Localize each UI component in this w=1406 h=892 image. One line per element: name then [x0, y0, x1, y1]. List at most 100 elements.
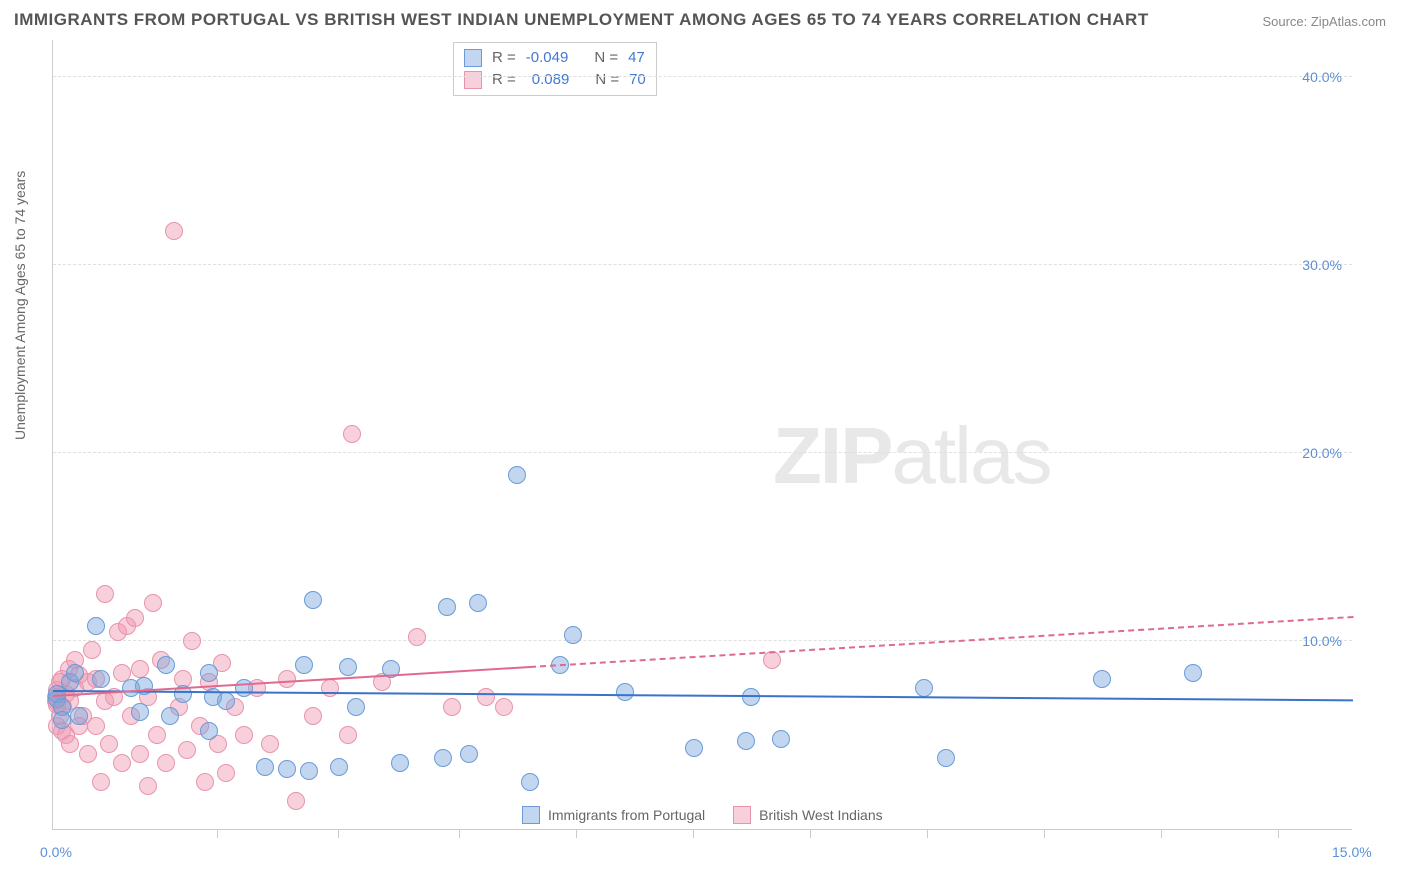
- data-point: [126, 609, 144, 627]
- data-point: [87, 617, 105, 635]
- watermark: ZIPatlas: [773, 410, 1050, 502]
- data-point: [61, 735, 79, 753]
- y-tick-label: 40.0%: [1302, 69, 1342, 85]
- data-point: [564, 626, 582, 644]
- data-point: [256, 758, 274, 776]
- gridline: [53, 640, 1352, 641]
- data-point: [772, 730, 790, 748]
- data-point: [347, 698, 365, 716]
- x-tick-mark: [810, 830, 811, 838]
- data-point: [87, 717, 105, 735]
- data-point: [161, 707, 179, 725]
- data-point: [53, 711, 71, 729]
- data-point: [1184, 664, 1202, 682]
- chart-title: IMMIGRANTS FROM PORTUGAL VS BRITISH WEST…: [14, 10, 1149, 30]
- data-point: [295, 656, 313, 674]
- data-point: [235, 679, 253, 697]
- x-tick-mark: [1278, 830, 1279, 838]
- data-point: [131, 745, 149, 763]
- data-point: [139, 777, 157, 795]
- data-point: [66, 664, 84, 682]
- data-point: [460, 745, 478, 763]
- data-point: [217, 692, 235, 710]
- data-point: [96, 585, 114, 603]
- x-tick-label: 0.0%: [40, 844, 72, 860]
- data-point: [278, 760, 296, 778]
- source-attribution: Source: ZipAtlas.com: [1262, 14, 1386, 29]
- x-tick-mark: [927, 830, 928, 838]
- swatch-series-1: [464, 49, 482, 67]
- data-point: [183, 632, 201, 650]
- data-point: [343, 425, 361, 443]
- legend-item-1: Immigrants from Portugal: [522, 806, 705, 824]
- data-point: [469, 594, 487, 612]
- correlation-legend-box: R = -0.049 N = 47 R = 0.089 N = 70: [453, 42, 657, 96]
- data-point: [330, 758, 348, 776]
- legend-bottom: Immigrants from Portugal British West In…: [522, 806, 883, 824]
- data-point: [287, 792, 305, 810]
- x-tick-mark: [1161, 830, 1162, 838]
- data-point: [235, 726, 253, 744]
- data-point: [196, 773, 214, 791]
- x-tick-mark: [1044, 830, 1045, 838]
- chart-area: ZIPatlas R = -0.049 N = 47 R = 0.089 N =…: [52, 40, 1352, 830]
- x-tick-label: 15.0%: [1332, 844, 1372, 860]
- data-point: [321, 679, 339, 697]
- data-point: [1093, 670, 1111, 688]
- data-point: [157, 754, 175, 772]
- data-point: [742, 688, 760, 706]
- data-point: [508, 466, 526, 484]
- legend-label-2: British West Indians: [759, 807, 882, 823]
- correlation-row-1: R = -0.049 N = 47: [464, 47, 646, 69]
- swatch-series-2-icon: [733, 806, 751, 824]
- data-point: [737, 732, 755, 750]
- data-point: [304, 707, 322, 725]
- y-axis-label: Unemployment Among Ages 65 to 74 years: [12, 171, 28, 440]
- data-point: [148, 726, 166, 744]
- data-point: [443, 698, 461, 716]
- data-point: [339, 658, 357, 676]
- data-point: [300, 762, 318, 780]
- data-point: [937, 749, 955, 767]
- data-point: [92, 670, 110, 688]
- data-point: [200, 722, 218, 740]
- data-point: [391, 754, 409, 772]
- data-point: [495, 698, 513, 716]
- data-point: [157, 656, 175, 674]
- legend-label-1: Immigrants from Portugal: [548, 807, 705, 823]
- data-point: [434, 749, 452, 767]
- legend-item-2: British West Indians: [733, 806, 882, 824]
- plot-region: ZIPatlas R = -0.049 N = 47 R = 0.089 N =…: [52, 40, 1352, 830]
- data-point: [217, 764, 235, 782]
- data-point: [70, 707, 88, 725]
- y-tick-label: 30.0%: [1302, 257, 1342, 273]
- x-tick-mark: [338, 830, 339, 838]
- y-tick-label: 10.0%: [1302, 633, 1342, 649]
- data-point: [685, 739, 703, 757]
- gridline: [53, 76, 1352, 77]
- data-point: [616, 683, 634, 701]
- data-point: [131, 660, 149, 678]
- data-point: [261, 735, 279, 753]
- data-point: [113, 754, 131, 772]
- gridline: [53, 452, 1352, 453]
- correlation-row-2: R = 0.089 N = 70: [464, 69, 646, 91]
- data-point: [915, 679, 933, 697]
- data-point: [477, 688, 495, 706]
- data-point: [79, 745, 97, 763]
- x-tick-mark: [693, 830, 694, 838]
- data-point: [131, 703, 149, 721]
- data-point: [339, 726, 357, 744]
- data-point: [144, 594, 162, 612]
- y-tick-label: 20.0%: [1302, 445, 1342, 461]
- data-point: [438, 598, 456, 616]
- data-point: [100, 735, 118, 753]
- swatch-series-2: [464, 71, 482, 89]
- data-point: [92, 773, 110, 791]
- data-point: [165, 222, 183, 240]
- data-point: [178, 741, 196, 759]
- trendline: [530, 616, 1353, 668]
- x-tick-mark: [576, 830, 577, 838]
- data-point: [200, 664, 218, 682]
- data-point: [304, 591, 322, 609]
